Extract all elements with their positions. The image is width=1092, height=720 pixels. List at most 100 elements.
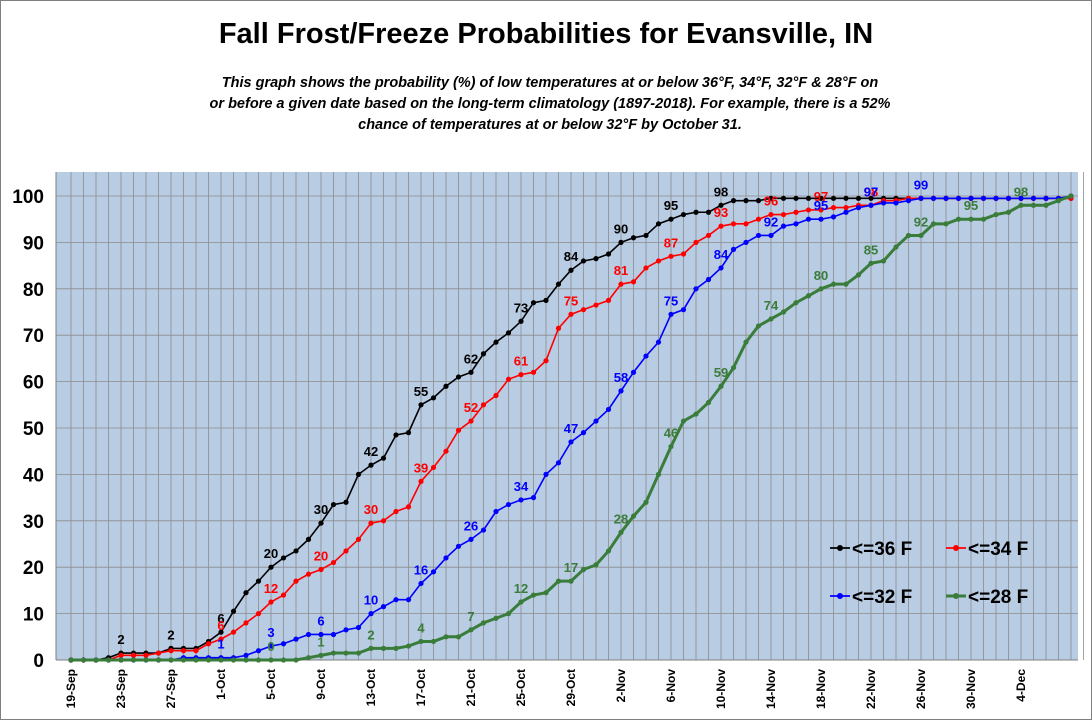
x-tick-label: 22-Nov: [864, 669, 878, 709]
data-label: 87: [664, 235, 678, 250]
legend-label: <=28 F: [968, 587, 1028, 608]
data-label: 3: [267, 625, 274, 640]
data-point: [255, 611, 262, 617]
data-point: [155, 650, 162, 656]
data-label: 42: [364, 444, 378, 459]
data-label: 6: [217, 611, 224, 626]
data-point: [730, 365, 737, 371]
data-point: [418, 638, 424, 645]
data-point: [305, 631, 312, 638]
data-point: [443, 383, 449, 389]
data-point: [780, 195, 787, 201]
data-point: [130, 657, 137, 663]
data-point: [305, 655, 312, 661]
data-label: 93: [714, 205, 728, 220]
data-point: [155, 657, 162, 663]
data-point: [355, 471, 362, 477]
data-label: 92: [764, 214, 778, 229]
data-point: [318, 520, 324, 526]
x-tick-label: 23-Sep: [114, 669, 128, 708]
data-label: 90: [614, 221, 628, 236]
data-point: [793, 209, 799, 215]
data-label: 6: [317, 613, 324, 628]
data-point: [343, 499, 349, 505]
data-point: [593, 256, 599, 262]
data-point: [293, 578, 299, 584]
data-label: 84: [564, 249, 579, 264]
data-point: [68, 657, 74, 663]
data-point: [293, 657, 299, 663]
data-point: [818, 216, 824, 222]
x-tick-label: 4-Dec: [1014, 669, 1028, 702]
legend-marker: [837, 545, 843, 551]
data-point: [543, 590, 549, 596]
data-point: [393, 432, 399, 438]
y-tick-label: 40: [23, 465, 44, 486]
data-point: [693, 209, 699, 215]
data-label: 34: [514, 479, 529, 494]
data-point: [693, 286, 699, 292]
data-point: [668, 443, 674, 450]
data-point: [893, 244, 899, 250]
data-point: [568, 578, 574, 584]
data-point: [368, 520, 374, 526]
data-label: 47: [564, 421, 578, 436]
legend-marker: [953, 593, 959, 599]
data-label: 4: [417, 620, 425, 635]
data-point: [580, 258, 587, 264]
data-point: [430, 395, 437, 401]
data-point: [755, 198, 762, 204]
data-point: [630, 235, 637, 241]
data-label: 97: [814, 189, 828, 204]
data-point: [605, 406, 612, 413]
data-point: [1068, 193, 1074, 199]
data-point: [93, 657, 99, 663]
data-point: [530, 495, 537, 501]
data-point: [268, 599, 274, 605]
data-point: [518, 318, 524, 324]
x-tick-label: 18-Nov: [814, 669, 828, 709]
x-tick-label: 29-Oct: [564, 669, 578, 706]
x-tick-label: 14-Nov: [764, 669, 778, 709]
data-point: [655, 221, 662, 227]
data-label: 62: [464, 351, 478, 366]
data-point: [568, 439, 574, 445]
data-point: [618, 529, 624, 536]
data-point: [330, 631, 337, 638]
plot-area: [56, 172, 1078, 660]
data-point: [318, 631, 324, 638]
x-tick-label: 21-Oct: [464, 669, 478, 706]
data-point: [580, 566, 587, 573]
data-point: [1043, 195, 1049, 201]
data-point: [443, 634, 449, 640]
data-point: [505, 330, 512, 336]
x-tick-label: 6-Nov: [664, 669, 678, 703]
data-point: [268, 657, 274, 663]
data-point: [230, 629, 237, 635]
data-point: [993, 195, 999, 201]
data-point: [843, 195, 849, 201]
data-point: [793, 300, 799, 306]
data-point: [618, 239, 624, 245]
data-point: [143, 657, 149, 663]
data-point: [568, 311, 574, 317]
data-point: [268, 643, 274, 649]
data-label: 75: [664, 293, 678, 308]
data-point: [643, 232, 649, 239]
data-label: 7: [467, 609, 474, 624]
data-point: [293, 548, 299, 554]
data-point: [468, 418, 474, 424]
data-point: [105, 657, 112, 663]
data-label: 95: [964, 198, 978, 213]
data-point: [205, 641, 212, 647]
data-label: 2: [117, 632, 124, 647]
data-point: [868, 202, 874, 208]
data-point: [1043, 202, 1049, 208]
data-point: [493, 508, 499, 515]
data-point: [405, 597, 412, 603]
legend-marker: [837, 593, 843, 599]
data-label: 39: [414, 460, 428, 475]
data-label: 1: [217, 637, 224, 652]
data-point: [430, 569, 437, 575]
y-tick-label: 20: [23, 558, 44, 579]
